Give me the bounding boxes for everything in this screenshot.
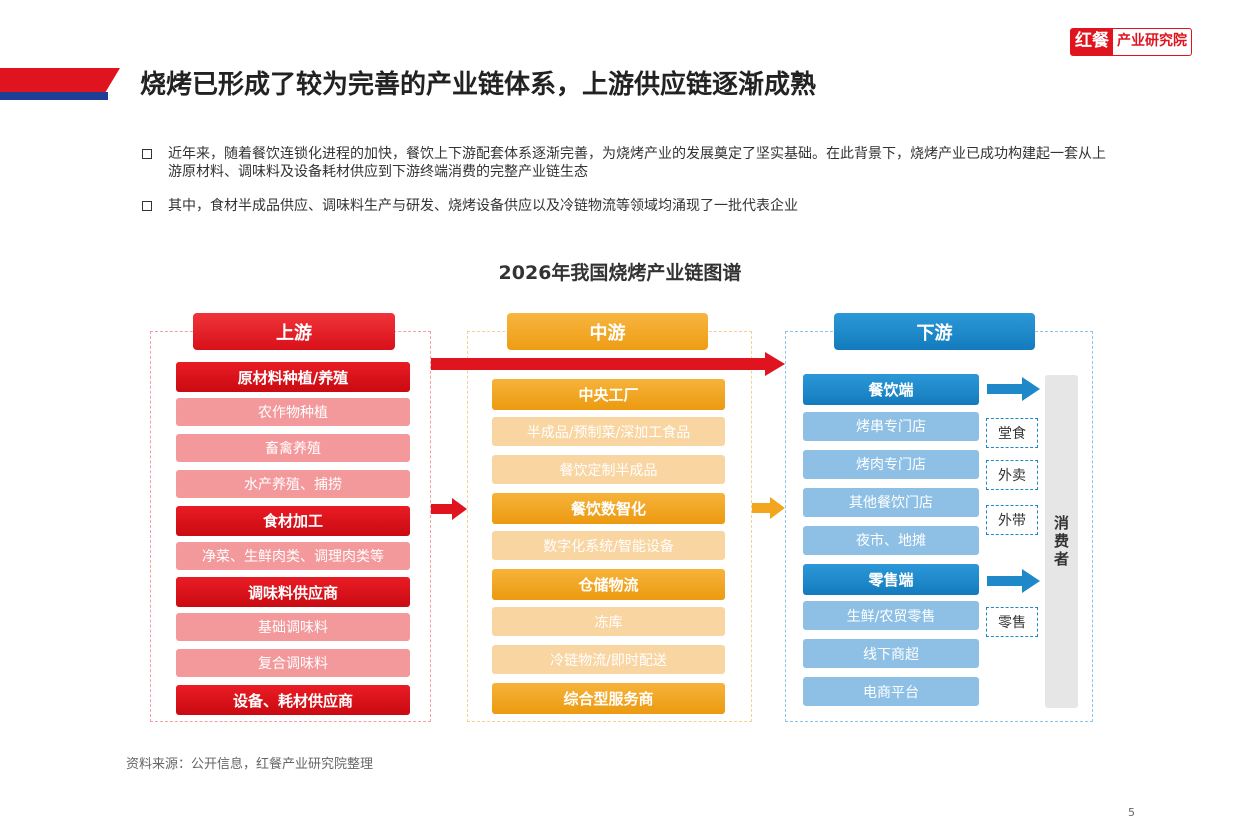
item: 水产养殖、捕捞 (176, 469, 410, 498)
group-label: 仓储物流 (492, 569, 725, 600)
page-number: 5 (1128, 806, 1135, 819)
item: 电商平台 (803, 677, 979, 707)
diagram-title: 2026年我国烧烤产业链图谱 (498, 262, 742, 284)
group-label: 餐饮数智化 (492, 493, 725, 524)
source-note: 资料来源：公开信息，红餐产业研究院整理 (126, 757, 374, 772)
bullet-text: 其中，食材半成品供应、调味料生产与研发、烧烤设备供应以及冷链物流等领域均涌现了一… (168, 198, 798, 214)
arrow (431, 352, 785, 376)
item: 生鲜/农贸零售 (803, 601, 979, 631)
channel: 零售 (986, 607, 1038, 637)
item: 数字化系统/智能设备 (492, 531, 725, 560)
column-header: 下游 (834, 313, 1035, 350)
logo-mark: 红餐 (1071, 29, 1113, 55)
bullet-icon (142, 201, 152, 211)
item: 烤串专门店 (803, 411, 979, 441)
logo: 红餐 产业研究院 (1070, 28, 1192, 56)
group-label: 原材料种植/养殖 (176, 362, 410, 392)
arrow (987, 377, 1040, 401)
arrow (752, 497, 785, 519)
item: 净菜、生鲜肉类、调理肉类等 (176, 541, 410, 570)
column-header: 中游 (507, 313, 708, 350)
group-label: 餐饮端 (803, 374, 979, 405)
group-label: 中央工厂 (492, 379, 725, 410)
logo-text: 产业研究院 (1117, 33, 1187, 49)
item: 基础调味料 (176, 613, 410, 642)
title-stripe-red (0, 68, 120, 92)
group-label: 调味料供应商 (176, 577, 410, 608)
item: 烤肉专门店 (803, 449, 979, 479)
item: 畜禽养殖 (176, 433, 410, 462)
bullet-text: 近年来，随着餐饮连锁化进程的加快，餐饮上下游配套体系逐渐完善，为烧烤产业的发展奠… (168, 146, 1106, 180)
item: 农作物种植 (176, 397, 410, 426)
item: 冷链物流/即时配送 (492, 645, 725, 674)
channel: 外带 (986, 505, 1038, 535)
group-label: 设备、耗材供应商 (176, 685, 410, 716)
group-label: 食材加工 (176, 505, 410, 536)
column-header: 上游 (193, 313, 395, 350)
group-label: 零售端 (803, 563, 979, 595)
group-label: 综合型服务商 (492, 683, 725, 714)
item: 冻库 (492, 607, 725, 636)
title-stripe-blue (0, 92, 108, 100)
channel: 堂食 (986, 418, 1038, 448)
item: 复合调味料 (176, 649, 410, 678)
item: 半成品/预制菜/深加工食品 (492, 417, 725, 446)
arrow (431, 498, 467, 520)
item: 线下商超 (803, 639, 979, 669)
item: 其他餐饮门店 (803, 487, 979, 517)
item: 夜市、地摊 (803, 525, 979, 555)
consumer: 消费者 (1045, 375, 1078, 708)
item: 餐饮定制半成品 (492, 455, 725, 484)
slide-title: 烧烤已形成了较为完善的产业链体系，上游供应链逐渐成熟 (140, 70, 817, 100)
channel: 外卖 (986, 460, 1038, 490)
bullet-icon (142, 149, 152, 159)
arrow (987, 569, 1040, 593)
